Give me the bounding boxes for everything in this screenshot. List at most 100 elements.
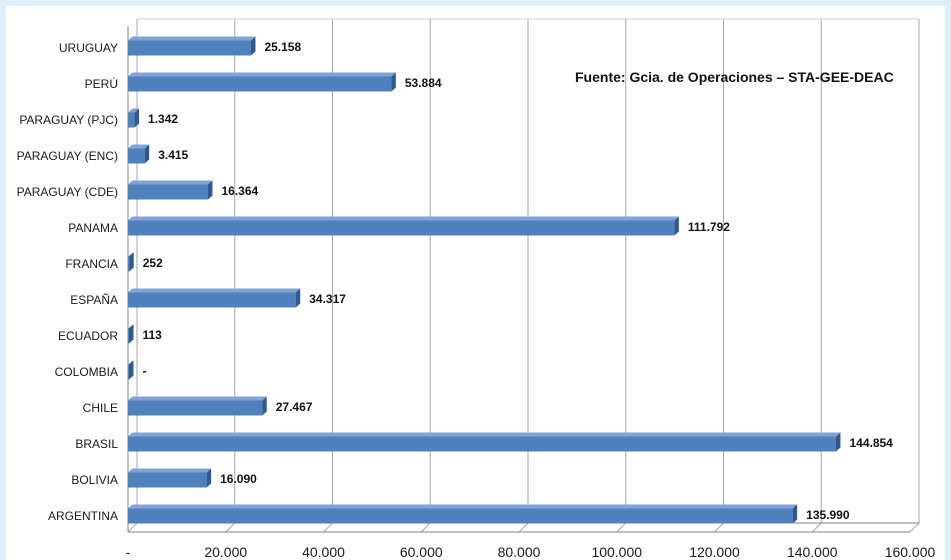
bar-top-face [128, 252, 134, 257]
bar [128, 432, 841, 452]
floor-gridline [420, 522, 431, 533]
category-label: URUGUAY [59, 41, 118, 55]
bar-top-face [128, 108, 140, 113]
bars [128, 36, 841, 524]
bar-end-face [835, 432, 841, 452]
data-label: 111.792 [688, 220, 730, 234]
x-tick-label: 100.000 [591, 544, 642, 560]
x-tick-label: 60.000 [400, 544, 443, 560]
x-tick-label: 140.000 [787, 544, 838, 560]
bar-front-face [128, 436, 836, 452]
floor-gridline [811, 522, 822, 533]
category-label: PERÚ [85, 76, 118, 91]
data-label: 3.415 [158, 148, 188, 162]
category-label: COLOMBIA [55, 365, 118, 379]
bar-top-face [128, 180, 213, 185]
x-tick-label: 20.000 [204, 544, 247, 560]
bar [128, 396, 267, 416]
chart-frame: - 20.000 40.000 60.000 80.000 100.000 120.000 1… [6, 6, 945, 560]
bar-front-face [128, 112, 135, 128]
bar-top-face [128, 396, 267, 401]
category-label: PANAMA [68, 221, 118, 235]
floor-gridline [714, 522, 724, 533]
x-tick-label: 80.000 [498, 544, 541, 560]
bar-top-face [128, 36, 256, 41]
axes [127, 26, 919, 533]
data-label: 53.884 [405, 76, 442, 90]
bar-front-face [128, 328, 129, 344]
x-tick-label: 120.000 [689, 544, 740, 560]
labels: - 20.000 40.000 60.000 80.000 100.000 120.000 1… [17, 40, 936, 560]
bar-front-face [128, 292, 296, 308]
bar-front-face [128, 148, 145, 164]
data-label: 25.158 [264, 40, 301, 54]
data-label: 113 [143, 328, 163, 342]
bar [128, 144, 150, 164]
data-label: 34.317 [309, 292, 346, 306]
bar [128, 324, 134, 344]
floor-gridline [518, 522, 529, 533]
bar-end-face [295, 288, 301, 308]
bar-front-face [128, 40, 251, 56]
data-label: 16.090 [220, 472, 257, 486]
bar [128, 468, 212, 488]
bar-top-face [128, 432, 841, 437]
bar-front-face [128, 400, 263, 416]
category-label: ESPAÑA [70, 293, 118, 307]
bar [128, 288, 301, 308]
bar [128, 108, 140, 128]
bar-top-face [128, 72, 396, 77]
grid-lines [127, 18, 920, 533]
bar-front-face [128, 220, 675, 236]
category-label: FRANCIA [65, 257, 118, 271]
bar-end-face [674, 216, 679, 236]
category-label: CHILE [83, 401, 118, 415]
floor-gridline [909, 522, 920, 533]
source-annotation: Fuente: Gcia. de Operaciones – STA-GEE-D… [575, 69, 894, 85]
bar-front-face [128, 472, 207, 488]
bar [128, 180, 213, 200]
bar-top-face [128, 360, 134, 365]
floor-gridline [225, 522, 236, 533]
bar-top-face [128, 288, 301, 293]
bar-chart: - 20.000 40.000 60.000 80.000 100.000 120.000 1… [17, 18, 936, 560]
floor-gridline [616, 522, 627, 533]
floor-gridline [127, 522, 138, 533]
bar-front-face [128, 256, 130, 272]
data-label: 135.990 [806, 508, 850, 522]
bar-end-face [144, 144, 150, 164]
bar [128, 36, 256, 56]
data-label: 27.467 [276, 400, 313, 414]
bar-top-face [128, 324, 134, 329]
bar [128, 360, 134, 380]
bar-end-face [250, 36, 256, 56]
bar-top-face [128, 504, 798, 509]
bar [128, 72, 396, 92]
data-label: - [143, 364, 147, 378]
bar-end-face [129, 360, 134, 380]
x-tick-label: - [126, 544, 131, 560]
floor-gridline [323, 522, 333, 533]
category-label: ECUADOR [58, 329, 118, 343]
bar [128, 504, 798, 524]
data-label: 144.854 [849, 436, 893, 450]
bar [128, 216, 679, 236]
x-tick-label: 40.000 [302, 544, 345, 560]
bar-front-face [128, 184, 208, 200]
bar-end-face [262, 396, 267, 416]
data-label: 252 [143, 256, 163, 270]
bar-end-face [792, 504, 798, 524]
x-tick-label: 160.000 [885, 544, 936, 560]
bar-front-face [128, 364, 129, 380]
bar-end-face [129, 324, 134, 344]
bar-front-face [128, 508, 793, 524]
bar-top-face [128, 468, 212, 473]
bar-top-face [128, 144, 150, 149]
bar-end-face [206, 468, 212, 488]
bar-end-face [134, 108, 140, 128]
bar-end-face [129, 252, 134, 272]
bar [128, 252, 134, 272]
category-label: PARAGUAY (CDE) [17, 185, 118, 199]
bar-end-face [207, 180, 213, 200]
bar-top-face [128, 216, 679, 221]
